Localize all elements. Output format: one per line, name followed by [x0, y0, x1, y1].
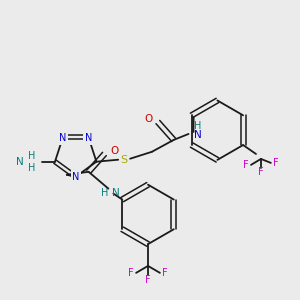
Text: H: H	[28, 163, 36, 172]
Text: F: F	[128, 268, 134, 278]
Text: O: O	[145, 114, 153, 124]
Text: N: N	[59, 133, 67, 143]
Text: H: H	[28, 151, 36, 161]
Text: F: F	[243, 160, 249, 170]
Text: N: N	[16, 157, 23, 167]
Text: H: H	[101, 188, 108, 198]
Text: F: F	[162, 268, 168, 278]
Text: H: H	[194, 121, 201, 131]
Text: N: N	[72, 172, 80, 182]
Text: N: N	[112, 188, 120, 198]
Text: O: O	[110, 146, 118, 156]
Text: N: N	[194, 130, 201, 140]
Text: F: F	[145, 275, 151, 285]
Text: F: F	[258, 167, 264, 177]
Text: N: N	[85, 133, 92, 143]
Text: S: S	[121, 155, 128, 165]
Text: F: F	[273, 158, 279, 168]
